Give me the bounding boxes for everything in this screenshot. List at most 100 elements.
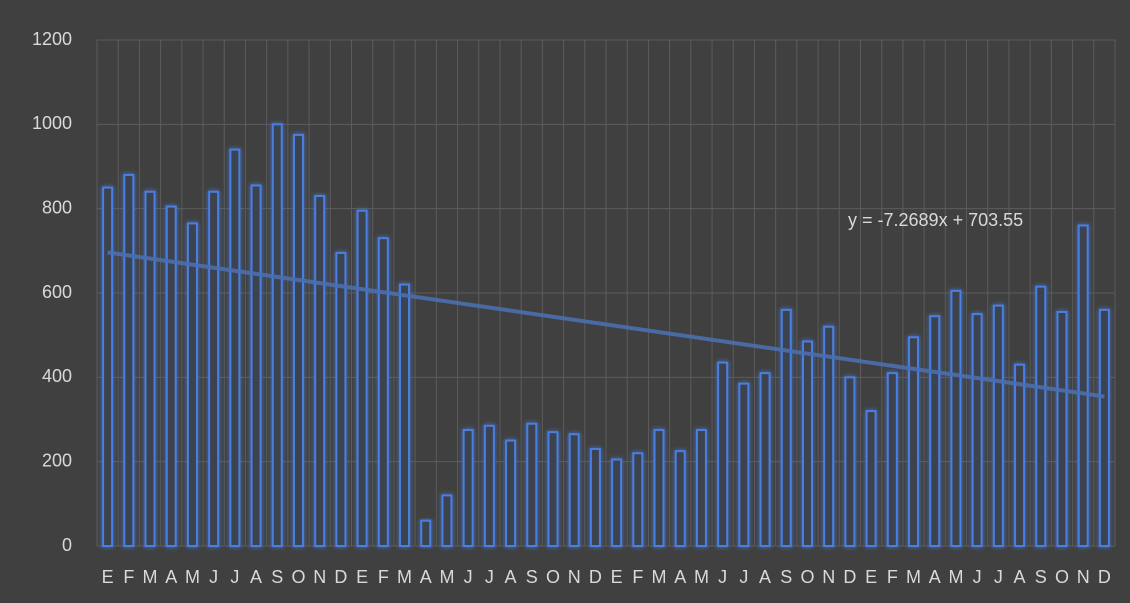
x-tick-label: S (271, 567, 283, 587)
bar (229, 148, 241, 547)
bar (314, 195, 326, 547)
bar (186, 222, 198, 548)
x-tick-label: A (759, 567, 771, 587)
x-tick-label: M (652, 567, 667, 587)
bar (992, 304, 1004, 547)
x-tick-label: J (994, 567, 1003, 587)
x-tick-label: O (546, 567, 560, 587)
bar (759, 372, 771, 547)
bar (738, 382, 750, 547)
bar (950, 289, 962, 547)
bar (102, 186, 114, 547)
bar (971, 313, 983, 548)
x-tick-label: E (865, 567, 877, 587)
y-tick-label: 1200 (32, 29, 72, 49)
bar (865, 410, 877, 548)
x-tick-label: A (505, 567, 517, 587)
bar (589, 448, 601, 547)
bar (505, 439, 517, 548)
bar (208, 190, 220, 548)
x-tick-label: A (165, 567, 177, 587)
bar (1077, 224, 1089, 548)
x-tick-label: J (230, 567, 239, 587)
bar (1098, 308, 1110, 547)
x-tick-label: N (568, 567, 581, 587)
x-tick-label: D (843, 567, 856, 587)
x-tick-label: J (718, 567, 727, 587)
bar (377, 237, 389, 548)
bar (399, 283, 411, 547)
bar (780, 308, 792, 547)
bar (886, 372, 898, 547)
x-tick-label: N (313, 567, 326, 587)
bar (1056, 310, 1068, 547)
x-tick-label: E (102, 567, 114, 587)
bar (695, 429, 707, 547)
bar (165, 205, 177, 548)
y-tick-label: 600 (42, 282, 72, 302)
x-tick-label: D (589, 567, 602, 587)
x-tick-label: M (397, 567, 412, 587)
bar (356, 209, 368, 547)
trendline (107, 250, 1105, 399)
y-tick-label: 200 (42, 450, 72, 470)
bar (653, 429, 665, 547)
bar (526, 422, 538, 548)
x-tick-label: N (822, 567, 835, 587)
x-tick-label: E (356, 567, 368, 587)
bar (462, 429, 474, 547)
y-tick-label: 0 (62, 535, 72, 555)
x-tick-label: D (1098, 567, 1111, 587)
x-tick-label: S (1035, 567, 1047, 587)
bar (632, 452, 644, 548)
x-tick-label: M (143, 567, 158, 587)
x-tick-label: J (464, 567, 473, 587)
x-tick-label: F (632, 567, 643, 587)
bar (568, 433, 580, 547)
bar (844, 376, 856, 548)
bar (674, 450, 686, 547)
x-tick-label: A (929, 567, 941, 587)
bar (717, 361, 729, 548)
x-tick-label: F (123, 567, 134, 587)
x-tick-label: A (1014, 567, 1026, 587)
bar (144, 190, 156, 548)
bar (611, 458, 623, 547)
y-tick-label: 400 (42, 366, 72, 386)
x-tick-label: D (334, 567, 347, 587)
x-tick-label: J (209, 567, 218, 587)
bar (483, 424, 495, 548)
bar (292, 133, 304, 547)
x-tick-label: O (1055, 567, 1069, 587)
bar (335, 251, 347, 547)
x-tick-label: M (185, 567, 200, 587)
x-tick-label: A (674, 567, 686, 587)
x-tick-label: J (739, 567, 748, 587)
bar (271, 123, 283, 547)
trendline-equation: y = -7.2689x + 703.55 (848, 210, 1023, 230)
bar (908, 336, 920, 547)
x-tick-label: F (378, 567, 389, 587)
bar (823, 325, 835, 547)
x-tick-label: O (291, 567, 305, 587)
x-tick-label: M (694, 567, 709, 587)
x-tick-label: J (485, 567, 494, 587)
bar (123, 173, 135, 548)
x-tick-label: S (780, 567, 792, 587)
bar (420, 519, 432, 548)
bar (801, 340, 813, 547)
bar (250, 184, 262, 547)
y-tick-label: 800 (42, 197, 72, 217)
bar (547, 431, 559, 547)
x-tick-label: E (611, 567, 623, 587)
bar (441, 494, 453, 547)
x-tick-label: A (420, 567, 432, 587)
bar (1014, 363, 1026, 547)
x-tick-label: M (439, 567, 454, 587)
x-tick-label: A (250, 567, 262, 587)
x-tick-label: M (906, 567, 921, 587)
x-tick-label: J (973, 567, 982, 587)
x-tick-label: S (526, 567, 538, 587)
